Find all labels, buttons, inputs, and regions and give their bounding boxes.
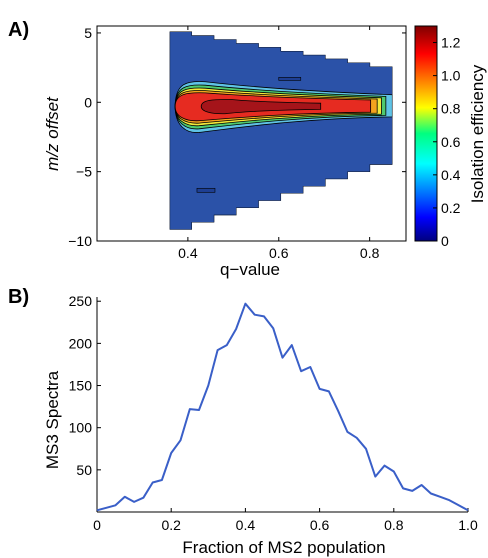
y-axis-label-b: MS3 Spectra xyxy=(43,370,62,469)
colorbar-label: Isolation efficiency xyxy=(468,64,487,203)
x-tick-label-a: 0.6 xyxy=(269,245,289,261)
colorbar-tick-label: 0.4 xyxy=(441,167,461,183)
y-tick-label-b: 50 xyxy=(76,462,92,478)
y-tick-label-a: −10 xyxy=(68,233,92,249)
y-tick-label-b: 250 xyxy=(69,293,93,309)
x-tick-label-a: 0.8 xyxy=(360,245,380,261)
panel-b-label: B) xyxy=(8,286,29,308)
contour-outline xyxy=(169,31,393,237)
x-axis-label-a: q−value xyxy=(220,260,280,279)
x-tick-label-b: 1.0 xyxy=(458,517,478,533)
line-plot-b: 0 0.2 0.4 0.6 0.8 1.0 50 100 150 200 250 xyxy=(69,293,478,533)
y-tick-label-b: 150 xyxy=(69,378,93,394)
y-tick-label-b: 100 xyxy=(69,420,93,436)
contour-low-patch xyxy=(196,187,216,193)
colorbar-tick-label: 1.0 xyxy=(441,68,461,84)
x-tick-label-b: 0.4 xyxy=(236,517,256,533)
colorbar-tick-label: 0.2 xyxy=(441,200,461,216)
colorbar-tick-label: 0.8 xyxy=(441,101,461,117)
x-tick-label-b: 0.2 xyxy=(161,517,181,533)
x-tick-label-b: 0.6 xyxy=(310,517,330,533)
axis-a: 0.4 0.6 0.8 5 0 −5 −10 xyxy=(68,25,406,261)
contour-fill xyxy=(169,31,393,237)
x-tick-label-b: 0.8 xyxy=(384,517,404,533)
contour-plot-a: 0.4 0.6 0.8 5 0 −5 −10 xyxy=(68,25,407,261)
y-tick-label-a: −5 xyxy=(76,164,92,180)
colorbar-tick-label: 0 xyxy=(441,233,449,249)
x-tick-label-a: 0.4 xyxy=(178,245,198,261)
y-tick-label-b: 200 xyxy=(69,335,93,351)
y-tick-label-a: 5 xyxy=(84,25,92,41)
series-line xyxy=(96,302,469,512)
y-tick-label-a: 0 xyxy=(84,94,92,110)
colorbar xyxy=(414,25,438,242)
contour-level-6 xyxy=(200,99,322,115)
axis-b: 0 0.2 0.4 0.6 0.8 1.0 50 100 150 200 250 xyxy=(69,293,478,533)
colorbar-tick-label: 0.6 xyxy=(441,134,461,150)
colorbar-tick-label: 1.2 xyxy=(441,35,461,51)
y-axis-label-a: m/z offset xyxy=(43,96,62,171)
panel-a-label: A) xyxy=(8,19,29,41)
x-axis-label-b: Fraction of MS2 population xyxy=(182,538,385,557)
contour-low-patch xyxy=(278,77,302,81)
colorbar-ticks: 0 0.2 0.4 0.6 0.8 1.0 1.2 xyxy=(433,35,461,249)
x-tick-label-b: 0 xyxy=(93,517,101,533)
